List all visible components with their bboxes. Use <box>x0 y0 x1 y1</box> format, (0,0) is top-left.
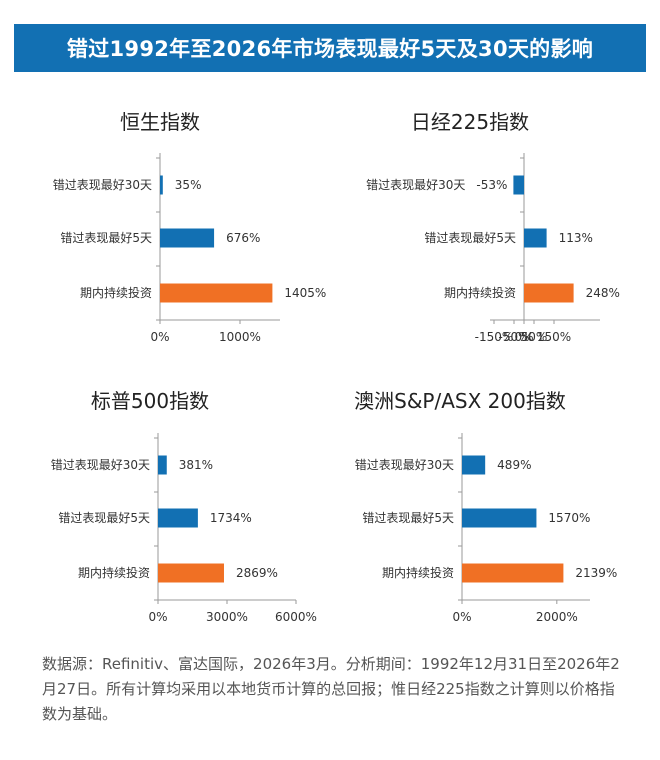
category-label: 错过表现最好30天 <box>51 458 150 472</box>
header-banner: 错过1992年至2026年市场表现最好5天及30天的影响 <box>14 24 646 72</box>
x-tick-label: 50% <box>521 330 548 344</box>
x-tick-label: 3000% <box>206 610 248 624</box>
category-label: 期内持续投资 <box>382 565 454 580</box>
bar-3 <box>524 283 574 303</box>
category-label: 错过表现最好30天 <box>366 178 465 192</box>
value-label: 381% <box>179 458 213 472</box>
value-label: 489% <box>497 458 531 472</box>
x-tick-label: 2000% <box>536 610 578 624</box>
value-label: 113% <box>559 231 593 245</box>
value-label: 2139% <box>575 566 617 580</box>
chart-nikkei: -150%-50%0%50%150% 错过表现最好30天 -53% 错过表现最好5天 1… <box>366 153 620 344</box>
chart-asx200: 0% 2000% 错过表现最好30天 489% 错过表现最好5天 1570% 期内持续投资 2… <box>355 433 617 624</box>
category-label: 错过表现最好5天 <box>58 511 150 525</box>
value-label: 35% <box>175 178 202 192</box>
value-label: 1405% <box>284 286 326 300</box>
chart-title-asx200: 澳洲S&P/ASX 200指数 <box>354 389 566 413</box>
category-label: 错过表现最好5天 <box>424 231 516 245</box>
x-tick-label: -50% <box>498 330 529 344</box>
bar-2 <box>158 508 198 528</box>
value-label: -53% <box>476 178 507 192</box>
bar-3 <box>158 563 224 583</box>
source-note: 数据源：Refinitiv、富达国际，2026年3月。分析期间：1992年12月… <box>42 655 620 723</box>
x-tick-label: 1000% <box>219 330 261 344</box>
bar-3 <box>462 563 564 583</box>
value-label: 248% <box>586 286 620 300</box>
bar-1 <box>462 455 486 475</box>
category-label: 期内持续投资 <box>444 285 516 300</box>
page-title: 错过1992年至2026年市场表现最好5天及30天的影响 <box>66 37 594 61</box>
bar-1 <box>513 175 524 195</box>
value-label: 1734% <box>210 511 252 525</box>
bar-2 <box>524 228 547 248</box>
x-tick-label: -150% <box>475 330 514 344</box>
category-label: 错过表现最好30天 <box>355 458 454 472</box>
bar-2 <box>462 508 537 528</box>
x-tick-label: 0% <box>150 330 169 344</box>
chart-title-hsi: 恒生指数 <box>120 110 200 134</box>
bar-3 <box>160 283 273 303</box>
bar-1 <box>158 455 167 475</box>
category-label: 错过表现最好30天 <box>53 178 152 192</box>
x-tick-label: 6000% <box>275 610 317 624</box>
value-label: 2869% <box>236 566 278 580</box>
category-label: 期内持续投资 <box>78 565 150 580</box>
value-label: 1570% <box>548 511 590 525</box>
category-label: 期内持续投资 <box>80 285 152 300</box>
chart-hsi: 0% 1000% 错过表现最好30天 35% 错过表现最好5天 676% 期内持续投资 140… <box>53 153 326 344</box>
category-label: 错过表现最好5天 <box>362 511 454 525</box>
chart-title-nikkei: 日经225指数 <box>410 110 530 134</box>
value-label: 676% <box>226 231 260 245</box>
x-tick-label: 0% <box>148 610 167 624</box>
bar-1 <box>160 175 163 195</box>
x-tick-label: 0% <box>514 330 533 344</box>
x-tick-label: 0% <box>452 610 471 624</box>
x-tick-label: 150% <box>537 330 571 344</box>
category-label: 错过表现最好5天 <box>60 231 152 245</box>
chart-sp500: 0% 3000% 6000% 错过表现最好30天 381% 错过表现最好5天 1734% 期内… <box>51 433 317 624</box>
bar-2 <box>160 228 215 248</box>
chart-title-sp500: 标普500指数 <box>90 389 210 413</box>
